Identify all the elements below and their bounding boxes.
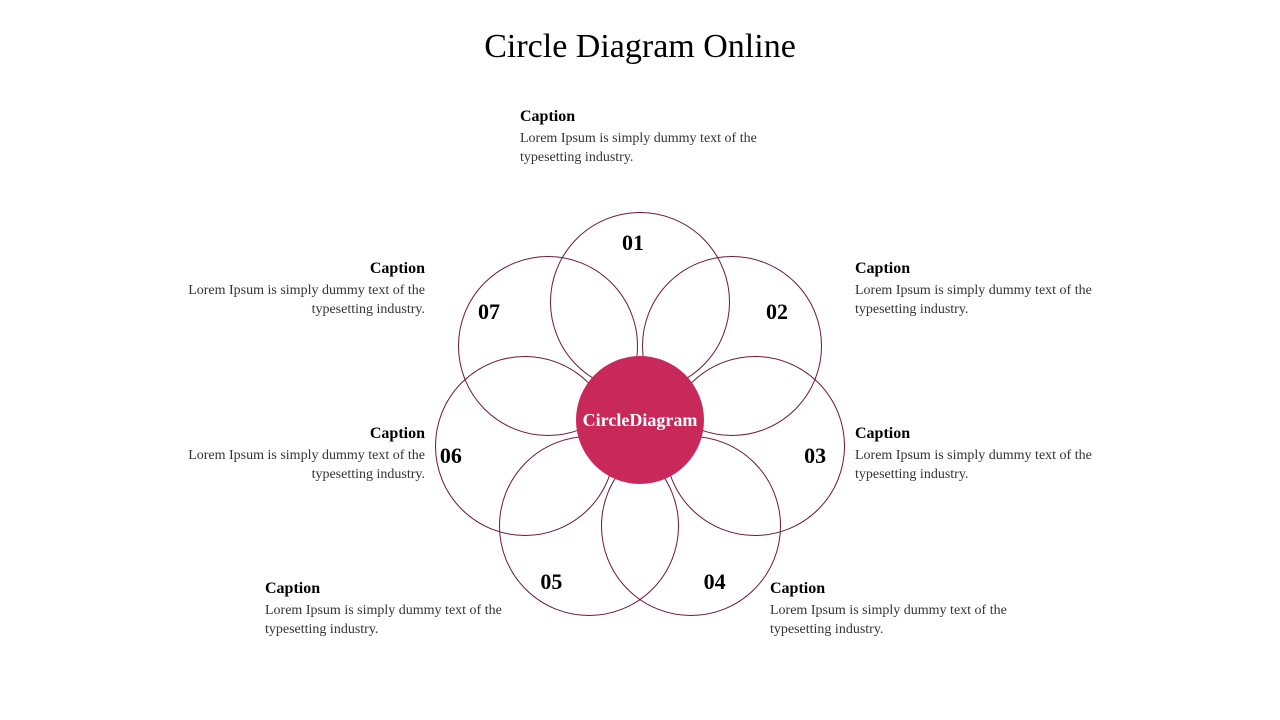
caption-title: Caption: [520, 108, 770, 126]
caption-body: Lorem Ipsum is simply dummy text of the …: [175, 282, 425, 320]
caption-title: Caption: [175, 425, 425, 443]
caption-03: Caption Lorem Ipsum is simply dummy text …: [855, 425, 1105, 485]
petal-number-01: 01: [622, 230, 644, 256]
caption-body: Lorem Ipsum is simply dummy text of the …: [520, 130, 770, 168]
petal-number-06: 06: [440, 443, 462, 469]
caption-body: Lorem Ipsum is simply dummy text of the …: [855, 282, 1105, 320]
petal-number-02: 02: [766, 299, 788, 325]
caption-title: Caption: [855, 260, 1105, 278]
caption-title: Caption: [770, 580, 1020, 598]
caption-body: Lorem Ipsum is simply dummy text of the …: [770, 602, 1020, 640]
diagram-stage: Circle Diagram Online 01 02 03 04 05 06 07 Cir…: [0, 0, 1280, 720]
caption-body: Lorem Ipsum is simply dummy text of the …: [175, 447, 425, 485]
caption-04: Caption Lorem Ipsum is simply dummy text …: [770, 580, 1020, 640]
petal-number-04: 04: [704, 569, 726, 595]
petal-number-03: 03: [804, 443, 826, 469]
caption-05: Caption Lorem Ipsum is simply dummy text …: [265, 580, 515, 640]
center-circle: CircleDiagram: [576, 356, 704, 484]
caption-title: Caption: [855, 425, 1105, 443]
page-title: Circle Diagram Online: [0, 28, 1280, 66]
caption-07: Caption Lorem Ipsum is simply dummy text …: [175, 260, 425, 320]
caption-title: Caption: [175, 260, 425, 278]
caption-06: Caption Lorem Ipsum is simply dummy text …: [175, 425, 425, 485]
caption-01: Caption Lorem Ipsum is simply dummy text …: [520, 108, 770, 168]
petal-number-07: 07: [478, 299, 500, 325]
caption-body: Lorem Ipsum is simply dummy text of the …: [855, 447, 1105, 485]
caption-02: Caption Lorem Ipsum is simply dummy text …: [855, 260, 1105, 320]
petal-number-05: 05: [540, 569, 562, 595]
caption-title: Caption: [265, 580, 515, 598]
caption-body: Lorem Ipsum is simply dummy text of the …: [265, 602, 515, 640]
